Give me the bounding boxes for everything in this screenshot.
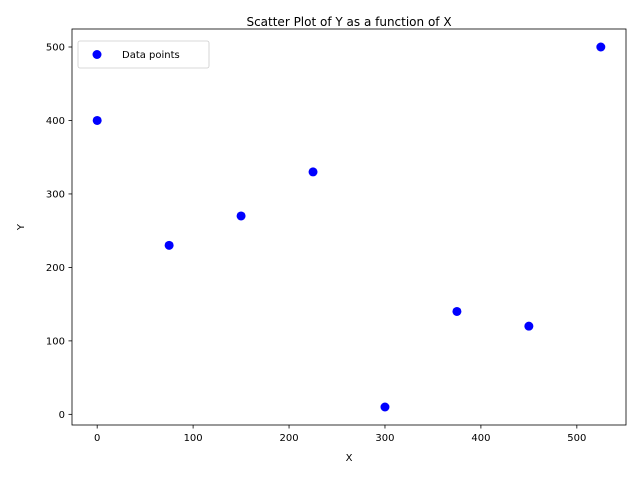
- chart-title: Scatter Plot of Y as a function of X: [246, 15, 451, 29]
- x-tick-label: 0: [94, 433, 100, 444]
- y-axis-ticks: 0 100 200 300 400 500: [46, 43, 72, 421]
- plot-background: [72, 29, 626, 425]
- y-tick-label: 0: [59, 410, 65, 421]
- data-point: [524, 321, 534, 331]
- x-axis-ticks: 0 100 200 300 400 500: [94, 425, 586, 444]
- x-tick-label: 500: [567, 433, 586, 444]
- data-point: [596, 42, 606, 52]
- y-tick-label: 400: [46, 116, 65, 127]
- plot-frame: [71, 28, 627, 426]
- y-tick-label: 200: [46, 263, 65, 274]
- y-tick-label: 500: [46, 43, 65, 54]
- data-point: [380, 402, 390, 412]
- legend-box: [77, 40, 210, 69]
- x-tick-label: 200: [279, 433, 298, 444]
- data-point: [308, 167, 318, 177]
- data-points: [92, 42, 606, 412]
- data-point: [452, 306, 462, 316]
- y-axis-label: Y: [16, 223, 27, 231]
- y-tick-label: 100: [46, 336, 65, 347]
- legend-marker: [92, 50, 102, 59]
- x-tick-label: 400: [471, 433, 490, 444]
- x-axis-label: X: [346, 453, 353, 464]
- x-tick-label: 300: [375, 433, 394, 444]
- data-point: [236, 211, 246, 221]
- data-point: [92, 115, 102, 125]
- x-tick-label: 100: [184, 433, 203, 444]
- legend-label: Data points: [122, 50, 180, 61]
- legend: Data points: [77, 40, 210, 69]
- y-tick-label: 300: [46, 189, 65, 200]
- data-point: [164, 240, 174, 250]
